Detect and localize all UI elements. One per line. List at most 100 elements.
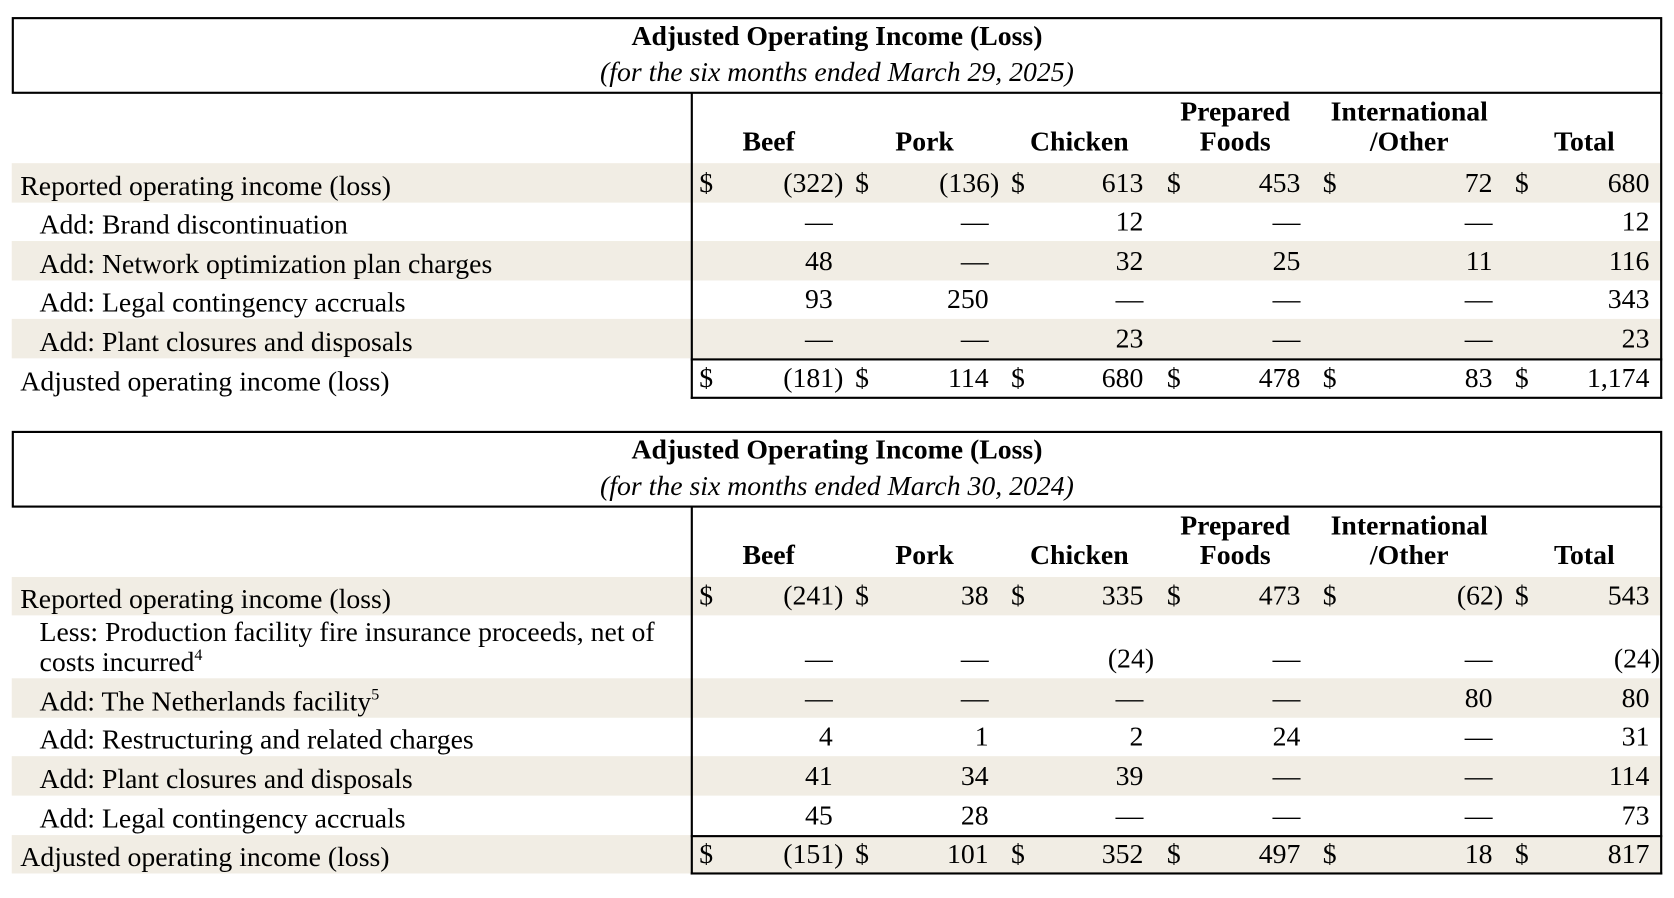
- currency-symbol: $: [1322, 362, 1337, 394]
- cell-value: 72: [1464, 167, 1493, 198]
- cell-value: —: [960, 643, 989, 675]
- cell-value: 12: [1115, 206, 1144, 237]
- column-header: Pork: [895, 125, 954, 157]
- cell-value: —: [960, 323, 989, 355]
- cell-value: 28: [960, 799, 989, 831]
- currency-symbol: $: [1166, 580, 1181, 612]
- table-title: Adjusted Operating Income (Loss): [631, 433, 1043, 465]
- cell-value: —: [1272, 760, 1301, 792]
- currency-symbol: $: [1514, 167, 1529, 198]
- row-shade: [11, 834, 1663, 874]
- cell-value: 41: [804, 760, 833, 792]
- cell-value: (241): [783, 580, 844, 612]
- column-header: Beef: [742, 125, 795, 157]
- row-label: Add: Legal contingency accruals: [39, 802, 406, 834]
- cell-value: 25: [1272, 245, 1301, 277]
- cell-value: —: [1464, 323, 1493, 355]
- row-label: Add: Restructuring and related charges: [39, 724, 474, 756]
- cell-value: 543: [1607, 580, 1650, 612]
- cell-value: 45: [804, 799, 833, 831]
- cell-value: —: [804, 323, 833, 355]
- total-rule: [690, 834, 1663, 837]
- row-label: Add: Plant closures and disposals: [39, 326, 413, 358]
- cell-value: 250: [946, 284, 989, 316]
- row-label: Add: Legal contingency accruals: [39, 287, 406, 319]
- cell-value: —: [1272, 284, 1301, 316]
- cell-value: 473: [1258, 580, 1301, 612]
- footnote: 5: [371, 686, 380, 704]
- column-header: Total: [1553, 539, 1615, 571]
- row-shade: [11, 678, 1663, 718]
- currency-symbol: $: [855, 362, 870, 394]
- currency-symbol: $: [699, 580, 714, 612]
- currency-symbol: $: [855, 838, 870, 870]
- cell-value: —: [1464, 799, 1493, 831]
- currency-symbol: $: [1322, 838, 1337, 870]
- cell-value: 93: [804, 284, 833, 316]
- currency-symbol: $: [1322, 580, 1337, 612]
- row-label: Adjusted operating income (loss): [20, 841, 390, 873]
- currency-symbol: $: [855, 580, 870, 612]
- cell-value: 116: [1608, 245, 1650, 277]
- cell-value: 2: [1129, 721, 1144, 753]
- cell-value: (24): [1613, 643, 1661, 675]
- cell-value: 613: [1101, 167, 1144, 198]
- data-frame: [690, 506, 1663, 875]
- cell-value: (136): [939, 167, 1000, 198]
- row-shade: [11, 241, 1663, 281]
- cell-value: (322): [783, 167, 844, 198]
- cell-value: 24: [1272, 721, 1301, 753]
- cell-value: —: [1272, 643, 1301, 675]
- column-header: International /Other: [1330, 509, 1488, 571]
- row-label: Adjusted operating income (loss): [20, 365, 390, 397]
- currency-symbol: $: [1166, 167, 1181, 198]
- cell-value: 343: [1607, 284, 1650, 316]
- currency-symbol: $: [699, 167, 714, 198]
- cell-value: 32: [1115, 245, 1144, 277]
- cell-value: 680: [1607, 167, 1650, 198]
- column-header: Total: [1553, 125, 1615, 157]
- column-header: Beef: [742, 539, 795, 571]
- cell-value: 817: [1607, 838, 1650, 870]
- cell-value: 34: [960, 760, 989, 792]
- currency-symbol: $: [1166, 362, 1181, 394]
- cell-value: 31: [1621, 721, 1650, 753]
- currency-symbol: $: [1166, 838, 1181, 870]
- cell-value: —: [804, 643, 833, 675]
- cell-value: 4: [818, 721, 833, 753]
- cell-value: 453: [1258, 167, 1301, 198]
- cell-value: —: [1272, 206, 1301, 237]
- currency-symbol: $: [1011, 362, 1025, 394]
- data-frame: [690, 92, 1663, 399]
- cell-value: —: [1464, 760, 1493, 792]
- cell-value: —: [1464, 284, 1493, 316]
- row-shade: [11, 576, 1663, 616]
- cell-value: 48: [804, 245, 833, 277]
- cell-value: 478: [1258, 362, 1301, 394]
- cell-value: —: [1272, 323, 1301, 355]
- currency-symbol: $: [699, 838, 714, 870]
- cell-value: 1: [974, 721, 989, 753]
- cell-value: —: [804, 206, 833, 237]
- column-header: Chicken: [1029, 125, 1129, 157]
- column-header: Chicken: [1029, 539, 1129, 571]
- cell-value: 114: [1608, 760, 1650, 792]
- total-rule: [690, 358, 1663, 361]
- cell-value: 11: [1465, 245, 1493, 277]
- cell-value: —: [804, 682, 833, 714]
- row-label: Add: Network optimization plan charges: [39, 248, 493, 280]
- table-subtitle: (for the six months ended March 30, 2024…: [600, 469, 1074, 501]
- cell-value: 101: [946, 838, 989, 870]
- cell-value: 80: [1621, 682, 1650, 714]
- cell-value: 18: [1464, 838, 1493, 870]
- row-shade: [11, 319, 1663, 359]
- cell-value: 335: [1101, 580, 1144, 612]
- cell-value: 12: [1621, 206, 1650, 237]
- currency-symbol: $: [1011, 167, 1025, 198]
- cell-value: —: [1115, 682, 1144, 714]
- footnote: 4: [194, 647, 203, 665]
- cell-value: —: [1115, 799, 1144, 831]
- cell-value: —: [960, 206, 989, 237]
- currency-symbol: $: [1514, 580, 1529, 612]
